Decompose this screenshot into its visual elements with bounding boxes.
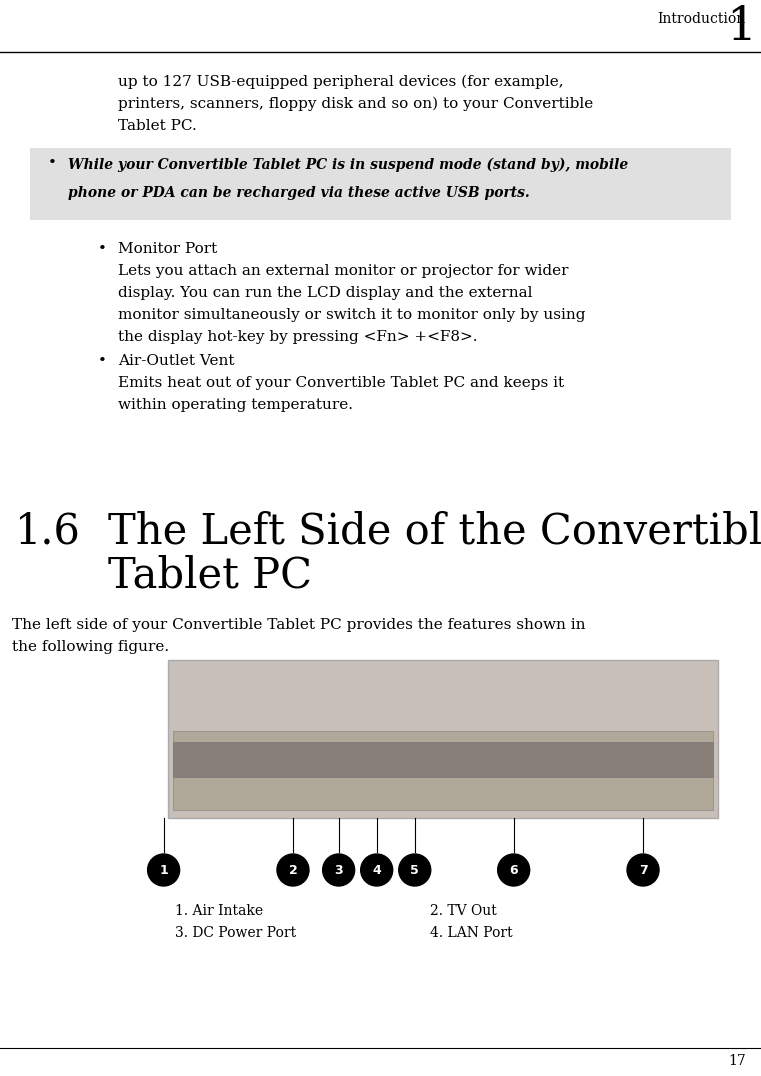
Circle shape bbox=[361, 854, 393, 886]
Circle shape bbox=[627, 854, 659, 886]
Text: monitor simultaneously or switch it to monitor only by using: monitor simultaneously or switch it to m… bbox=[118, 308, 585, 322]
Circle shape bbox=[277, 854, 309, 886]
Text: 1: 1 bbox=[726, 5, 756, 51]
Text: •: • bbox=[98, 242, 107, 256]
Text: 1: 1 bbox=[159, 864, 168, 877]
FancyBboxPatch shape bbox=[173, 742, 713, 777]
Text: up to 127 USB-equipped peripheral devices (for example,: up to 127 USB-equipped peripheral device… bbox=[118, 75, 564, 89]
Text: 3. DC Power Port: 3. DC Power Port bbox=[175, 926, 296, 940]
Text: Tablet PC.: Tablet PC. bbox=[118, 119, 197, 133]
Text: printers, scanners, floppy disk and so on) to your Convertible: printers, scanners, floppy disk and so o… bbox=[118, 97, 594, 112]
Text: Air-Outlet Vent: Air-Outlet Vent bbox=[118, 354, 234, 368]
Text: The Left Side of the Convertible: The Left Side of the Convertible bbox=[108, 510, 761, 552]
Text: •: • bbox=[48, 156, 57, 170]
Text: the display hot-key by pressing <Fn> +<F8>.: the display hot-key by pressing <Fn> +<F… bbox=[118, 330, 477, 344]
Text: 6: 6 bbox=[509, 864, 518, 877]
Text: Tablet PC: Tablet PC bbox=[108, 554, 312, 596]
Text: Introduction: Introduction bbox=[658, 12, 746, 26]
Text: display. You can run the LCD display and the external: display. You can run the LCD display and… bbox=[118, 286, 533, 300]
Circle shape bbox=[399, 854, 431, 886]
FancyBboxPatch shape bbox=[168, 660, 718, 818]
Text: 7: 7 bbox=[638, 864, 648, 877]
Text: 5: 5 bbox=[410, 864, 419, 877]
Text: The left side of your Convertible Tablet PC provides the features shown in: The left side of your Convertible Tablet… bbox=[12, 618, 585, 632]
FancyBboxPatch shape bbox=[173, 731, 713, 810]
Text: 17: 17 bbox=[728, 1054, 746, 1068]
Text: phone or PDA can be recharged via these active USB ports.: phone or PDA can be recharged via these … bbox=[68, 186, 530, 200]
Text: 4: 4 bbox=[372, 864, 381, 877]
Text: 2: 2 bbox=[288, 864, 298, 877]
Circle shape bbox=[323, 854, 355, 886]
Text: Emits heat out of your Convertible Tablet PC and keeps it: Emits heat out of your Convertible Table… bbox=[118, 376, 564, 390]
Circle shape bbox=[148, 854, 180, 886]
Circle shape bbox=[498, 854, 530, 886]
Text: 1.6: 1.6 bbox=[15, 510, 81, 552]
Text: 2. TV Out: 2. TV Out bbox=[430, 904, 497, 918]
Text: While your Convertible Tablet PC is in suspend mode (stand by), mobile: While your Convertible Tablet PC is in s… bbox=[68, 158, 629, 172]
Text: •: • bbox=[98, 354, 107, 368]
Text: within operating temperature.: within operating temperature. bbox=[118, 398, 353, 412]
Text: Lets you attach an external monitor or projector for wider: Lets you attach an external monitor or p… bbox=[118, 264, 568, 278]
Text: Monitor Port: Monitor Port bbox=[118, 242, 217, 256]
Text: 3: 3 bbox=[334, 864, 343, 877]
Text: the following figure.: the following figure. bbox=[12, 640, 169, 654]
Text: 1. Air Intake: 1. Air Intake bbox=[175, 904, 263, 918]
Text: 4. LAN Port: 4. LAN Port bbox=[430, 926, 513, 940]
FancyBboxPatch shape bbox=[30, 148, 731, 220]
